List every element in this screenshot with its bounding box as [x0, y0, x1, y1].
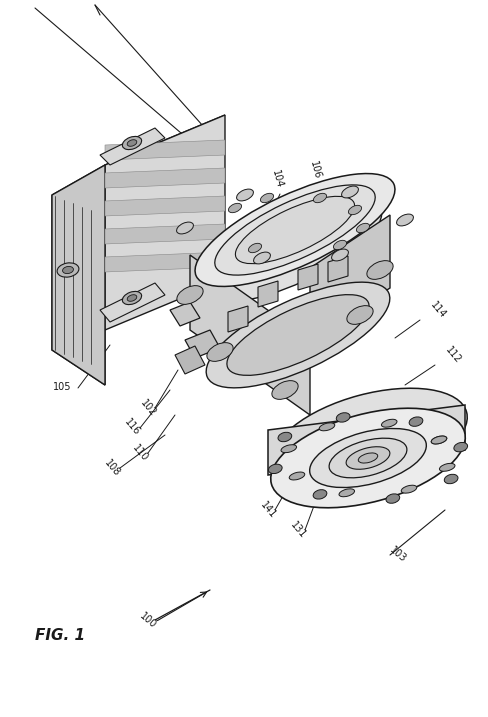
Text: 110: 110: [130, 442, 150, 463]
Ellipse shape: [313, 194, 326, 203]
Text: 114: 114: [428, 300, 447, 320]
Ellipse shape: [271, 408, 465, 508]
Polygon shape: [105, 168, 225, 188]
Ellipse shape: [228, 204, 242, 213]
Ellipse shape: [207, 343, 233, 361]
Ellipse shape: [310, 429, 427, 488]
Ellipse shape: [333, 240, 346, 250]
Ellipse shape: [237, 189, 253, 201]
Text: 112: 112: [443, 344, 463, 365]
Polygon shape: [52, 115, 225, 195]
Polygon shape: [310, 215, 390, 340]
Ellipse shape: [281, 445, 297, 452]
Ellipse shape: [331, 249, 348, 261]
Ellipse shape: [227, 295, 369, 375]
Ellipse shape: [382, 419, 397, 427]
Text: 106: 106: [308, 160, 322, 180]
Polygon shape: [185, 330, 220, 358]
Ellipse shape: [235, 196, 355, 264]
Polygon shape: [52, 195, 105, 385]
Polygon shape: [170, 302, 200, 326]
Text: FIG. 1: FIG. 1: [35, 628, 85, 643]
Ellipse shape: [177, 222, 193, 234]
Ellipse shape: [248, 243, 262, 252]
Text: 103: 103: [388, 544, 408, 564]
Ellipse shape: [339, 489, 355, 497]
Ellipse shape: [454, 442, 468, 452]
Polygon shape: [105, 224, 225, 244]
Ellipse shape: [444, 474, 458, 484]
Text: 116: 116: [122, 417, 142, 437]
Ellipse shape: [346, 447, 390, 470]
Polygon shape: [298, 264, 318, 290]
Ellipse shape: [127, 295, 137, 301]
Text: 102: 102: [138, 397, 158, 418]
Ellipse shape: [431, 436, 447, 444]
Ellipse shape: [261, 194, 274, 203]
Polygon shape: [258, 281, 278, 307]
Polygon shape: [105, 196, 225, 216]
Ellipse shape: [313, 490, 327, 499]
Ellipse shape: [122, 136, 142, 150]
Ellipse shape: [397, 214, 413, 226]
Ellipse shape: [367, 261, 393, 280]
Polygon shape: [52, 165, 105, 385]
Ellipse shape: [272, 381, 298, 399]
Polygon shape: [105, 115, 225, 330]
Polygon shape: [268, 405, 465, 475]
Ellipse shape: [273, 388, 468, 488]
Ellipse shape: [439, 463, 455, 471]
Ellipse shape: [122, 291, 142, 305]
Ellipse shape: [409, 417, 423, 427]
Polygon shape: [105, 252, 225, 272]
Text: 108: 108: [102, 457, 122, 478]
Text: 131: 131: [288, 520, 308, 540]
Text: 105: 105: [53, 382, 71, 392]
Ellipse shape: [127, 140, 137, 146]
Ellipse shape: [336, 413, 350, 422]
Polygon shape: [100, 128, 165, 165]
Ellipse shape: [358, 453, 378, 463]
Polygon shape: [190, 255, 310, 415]
Ellipse shape: [206, 282, 390, 388]
Ellipse shape: [215, 185, 375, 275]
Ellipse shape: [177, 285, 203, 304]
Ellipse shape: [431, 436, 447, 444]
Ellipse shape: [386, 494, 400, 503]
Text: 141: 141: [258, 500, 278, 520]
Text: 104: 104: [270, 168, 284, 189]
Ellipse shape: [348, 205, 362, 214]
Ellipse shape: [289, 472, 305, 480]
Ellipse shape: [62, 267, 74, 274]
Ellipse shape: [254, 252, 270, 264]
Polygon shape: [105, 140, 225, 160]
Ellipse shape: [347, 305, 373, 324]
Ellipse shape: [57, 263, 79, 277]
Ellipse shape: [319, 423, 335, 431]
Text: 100: 100: [138, 611, 158, 630]
Ellipse shape: [401, 485, 417, 493]
Polygon shape: [328, 256, 348, 282]
Ellipse shape: [198, 198, 382, 303]
Polygon shape: [100, 283, 165, 322]
Ellipse shape: [268, 464, 282, 474]
Polygon shape: [175, 346, 205, 374]
Polygon shape: [228, 306, 248, 332]
Ellipse shape: [356, 223, 369, 233]
Ellipse shape: [342, 186, 358, 198]
Ellipse shape: [195, 174, 395, 287]
Ellipse shape: [329, 438, 407, 478]
Ellipse shape: [278, 432, 292, 442]
